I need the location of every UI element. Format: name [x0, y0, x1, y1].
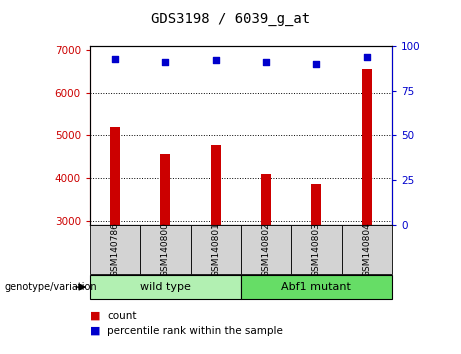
- Text: percentile rank within the sample: percentile rank within the sample: [107, 326, 284, 336]
- Text: GDS3198 / 6039_g_at: GDS3198 / 6039_g_at: [151, 12, 310, 27]
- Text: GSM140804: GSM140804: [362, 222, 371, 277]
- Text: wild type: wild type: [140, 282, 191, 292]
- Text: GSM140803: GSM140803: [312, 222, 321, 277]
- Bar: [342, 225, 392, 274]
- Text: GSM140800: GSM140800: [161, 222, 170, 277]
- Point: [212, 57, 219, 63]
- Bar: [241, 275, 392, 299]
- Bar: [160, 154, 171, 348]
- Point: [112, 56, 119, 61]
- Bar: [241, 225, 291, 274]
- Bar: [311, 184, 321, 348]
- Bar: [140, 225, 190, 274]
- Text: ■: ■: [90, 311, 100, 321]
- Bar: [211, 145, 221, 348]
- Text: GSM140802: GSM140802: [261, 222, 271, 277]
- Point: [363, 54, 370, 59]
- Text: count: count: [107, 311, 137, 321]
- Text: Abf1 mutant: Abf1 mutant: [281, 282, 351, 292]
- Bar: [90, 275, 241, 299]
- Text: ■: ■: [90, 326, 100, 336]
- Bar: [90, 225, 140, 274]
- Text: GSM140801: GSM140801: [211, 222, 220, 277]
- Bar: [361, 69, 372, 348]
- Point: [162, 59, 169, 65]
- Point: [262, 59, 270, 65]
- Bar: [261, 174, 271, 348]
- Bar: [110, 127, 120, 348]
- Point: [313, 61, 320, 67]
- Bar: [190, 225, 241, 274]
- Text: GSM140786: GSM140786: [111, 222, 119, 277]
- Bar: [291, 225, 342, 274]
- Text: genotype/variation: genotype/variation: [5, 282, 97, 292]
